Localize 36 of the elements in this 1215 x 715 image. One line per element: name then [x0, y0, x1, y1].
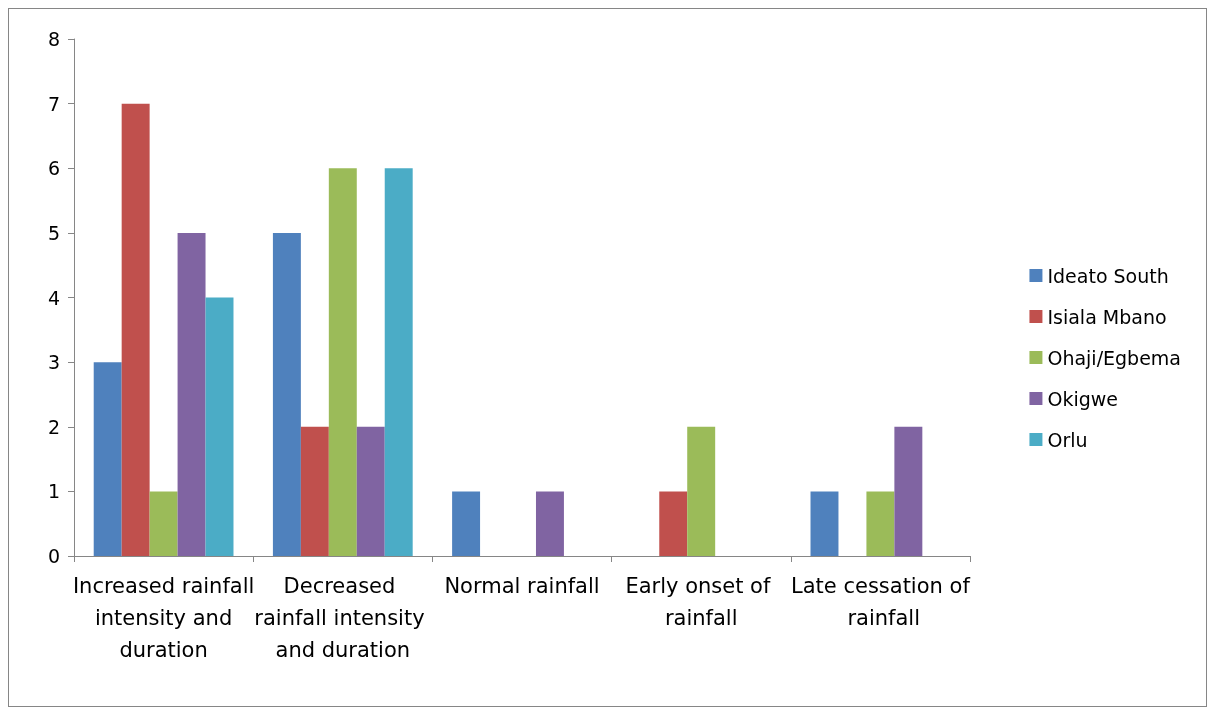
bar — [894, 426, 923, 556]
legend-label: Ohaji/Egbema — [1047, 346, 1182, 369]
legend-label: Isiala Mbano — [1047, 305, 1167, 328]
bar — [866, 491, 895, 556]
bar — [687, 426, 716, 556]
bar — [328, 168, 357, 556]
y-tick-label: 6 — [47, 157, 60, 180]
legend-label: Okigwe — [1047, 387, 1118, 410]
x-tick-label: Late cessation of rainfall — [791, 574, 971, 630]
x-tick-label: Early onset of rainfall — [625, 574, 777, 630]
bar — [356, 426, 385, 556]
bar — [810, 491, 839, 556]
legend-label: Ideato South — [1047, 264, 1169, 287]
bar — [300, 426, 329, 556]
y-tick-label: 8 — [47, 28, 60, 50]
bar — [205, 297, 234, 556]
x-tick-label: Decreased rainfall intensity and duration — [254, 574, 432, 662]
y-tick-label: 5 — [47, 221, 60, 244]
y-tick-label: 2 — [47, 415, 60, 438]
y-tick-label: 7 — [47, 92, 60, 115]
bar — [659, 491, 688, 556]
bar — [535, 491, 564, 556]
y-tick-label: 1 — [47, 480, 60, 503]
bar — [272, 232, 301, 556]
bar — [177, 232, 206, 556]
bar — [384, 168, 413, 556]
bar — [93, 362, 122, 556]
x-tick-label: Increased rainfall intensity and duration — [72, 574, 255, 662]
x-tick-label: Normal rainfall — [444, 574, 600, 598]
legend-label: Orlu — [1047, 428, 1088, 451]
bar — [121, 103, 150, 556]
y-tick-label: 0 — [47, 545, 60, 567]
y-tick-label: 3 — [47, 351, 60, 374]
bar — [452, 491, 481, 556]
y-tick-label: 4 — [47, 286, 60, 309]
bar — [149, 491, 178, 556]
